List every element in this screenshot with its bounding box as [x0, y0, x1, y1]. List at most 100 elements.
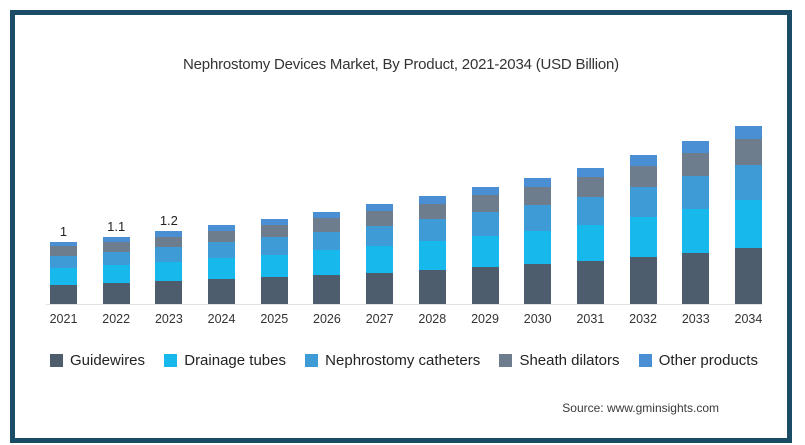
bar-segment-guidewires [524, 264, 552, 305]
x-axis-label-2034: 2034 [734, 312, 763, 326]
bar-segment-drainage-tubes [471, 235, 499, 268]
bar-value-label-2030 [524, 160, 551, 175]
bar-segment-other-products [524, 177, 552, 187]
bar-segment-sheath-dilators [418, 203, 446, 220]
x-axis-label-2031: 2031 [576, 312, 605, 326]
bar-segment-nephrostomy-catheters [208, 242, 236, 259]
bar-value-label-2024 [208, 207, 235, 222]
bar-segment-guidewires [260, 277, 288, 305]
bar-segment-guidewires [471, 267, 499, 305]
legend-item-other-products: Other products [638, 352, 758, 369]
bar-2026 [313, 194, 341, 305]
bar-2034 [734, 108, 762, 305]
bar-segment-other-products [155, 231, 183, 237]
legend-swatch-nephrostomy-catheters [305, 354, 319, 367]
bar-segment-nephrostomy-catheters [366, 225, 394, 247]
bar-value-label-2026 [313, 194, 340, 209]
bar-segment-drainage-tubes [734, 200, 762, 248]
bar-2031 [576, 150, 604, 305]
bar-segment-drainage-tubes [208, 258, 236, 280]
bar-segment-sheath-dilators [576, 177, 604, 198]
bar-segment-nephrostomy-catheters [260, 237, 288, 255]
bar-2025 [260, 201, 288, 305]
bar-segment-sheath-dilators [366, 211, 394, 226]
x-axis-label-2030: 2030 [523, 312, 552, 326]
bar-segment-guidewires [629, 257, 657, 305]
bar-value-label-2027 [366, 186, 393, 201]
bar-segment-sheath-dilators [208, 230, 236, 243]
bar-segment-drainage-tubes [418, 241, 446, 271]
x-axis-line [46, 304, 762, 305]
bar-plot-area: 1 1.1 1.2 [50, 100, 762, 305]
bar-segment-drainage-tubes [629, 217, 657, 257]
bar-segment-sheath-dilators [734, 138, 762, 165]
chart-title: Nephrostomy Devices Market, By Product, … [183, 56, 619, 73]
x-axis-label-2032: 2032 [629, 312, 657, 326]
chart-frame-border [10, 10, 792, 443]
bar-segment-guidewires [50, 284, 77, 305]
bar-segment-nephrostomy-catheters [102, 251, 130, 266]
source-note: Source: www.gminsights.com [562, 401, 719, 415]
bar-segment-sheath-dilators [155, 236, 183, 248]
x-axis-labels: 2021 2022 2023 2024 2025 2026 2027 2028 2029 2030… [50, 312, 763, 326]
legend-item-nephrostomy-catheters: Nephrostomy catheters [305, 352, 480, 369]
bar-2023: 1.2 [155, 213, 183, 305]
bar-segment-other-products [682, 141, 710, 153]
legend-swatch-sheath-dilators [499, 354, 513, 367]
bar-segment-guidewires [208, 279, 236, 305]
bar-segment-nephrostomy-catheters [682, 176, 710, 210]
bar-2024 [208, 207, 236, 305]
bar-segment-sheath-dilators [471, 194, 499, 213]
bar-segment-guidewires [418, 270, 446, 305]
bar-segment-sheath-dilators [682, 152, 710, 177]
bar-segment-drainage-tubes [155, 261, 183, 282]
bar-value-label-2033 [682, 123, 709, 138]
bar-segment-drainage-tubes [682, 209, 710, 253]
bar-segment-sheath-dilators [102, 241, 130, 252]
bar-segment-nephrostomy-catheters [50, 255, 77, 269]
bar-2032 [629, 137, 657, 305]
bar-2030 [524, 160, 552, 305]
bar-segment-nephrostomy-catheters [629, 187, 657, 218]
bar-segment-guidewires [576, 261, 604, 305]
bar-value-label-2025 [261, 201, 288, 216]
bar-segment-guidewires [734, 247, 762, 305]
bar-segment-drainage-tubes [260, 254, 288, 278]
bar-2027 [366, 186, 394, 305]
legend-label-drainage-tubes: Drainage tubes [184, 352, 286, 369]
bar-segment-guidewires [682, 252, 710, 305]
x-axis-label-2024: 2024 [207, 312, 236, 326]
x-axis-label-2029: 2029 [471, 312, 499, 326]
bar-value-label-2034 [735, 108, 762, 123]
bar-2022: 1.1 [102, 218, 130, 305]
bar-segment-drainage-tubes [50, 268, 77, 285]
x-axis-label-2026: 2026 [313, 312, 341, 326]
legend-label-nephrostomy-catheters: Nephrostomy catheters [325, 352, 481, 369]
x-axis-label-2023: 2023 [154, 312, 183, 326]
x-axis-label-2033: 2033 [681, 312, 710, 326]
bar-value-label-2022: 1.1 [107, 218, 126, 234]
bar-segment-nephrostomy-catheters [418, 219, 446, 242]
bar-segment-other-products [734, 126, 762, 139]
legend: Guidewires Drainage tubes Nephrostomy cath… [50, 352, 758, 369]
bar-value-label-2021: 1 [59, 224, 68, 240]
bar-2029 [471, 169, 499, 305]
legend-item-drainage-tubes: Drainage tubes [164, 352, 286, 369]
bar-2033 [682, 123, 710, 305]
bar-segment-sheath-dilators [50, 246, 77, 256]
bar-segment-drainage-tubes [576, 224, 604, 261]
bar-segment-nephrostomy-catheters [734, 164, 762, 201]
bar-segment-sheath-dilators [313, 218, 341, 232]
bar-value-label-2028 [419, 178, 446, 193]
legend-swatch-other-products [638, 354, 652, 367]
bar-value-label-2031 [577, 150, 604, 165]
bar-segment-nephrostomy-catheters [471, 212, 499, 236]
bar-segment-sheath-dilators [524, 186, 552, 206]
bar-segment-drainage-tubes [102, 265, 130, 284]
bar-segment-nephrostomy-catheters [155, 247, 183, 262]
bar-segment-other-products [102, 236, 130, 242]
x-axis-label-2022: 2022 [102, 312, 131, 326]
bar-segment-nephrostomy-catheters [576, 197, 604, 225]
legend-swatch-guidewires [50, 354, 63, 367]
